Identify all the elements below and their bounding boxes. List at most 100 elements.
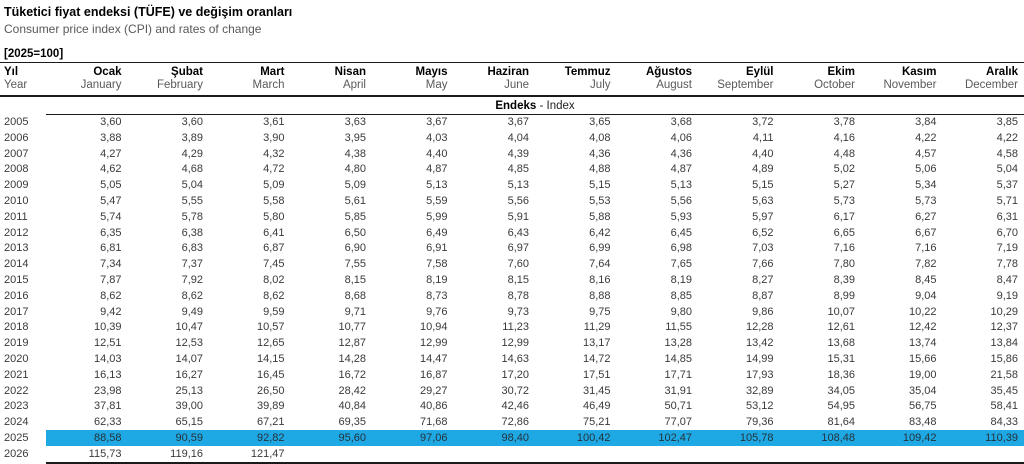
index-value-cell: 34,05: [780, 383, 862, 399]
index-value-cell: 4,85: [454, 162, 536, 178]
month-header-tr: Haziran: [454, 63, 536, 79]
index-value-cell: 3,72: [698, 114, 780, 130]
index-value-cell: 15,31: [780, 351, 862, 367]
index-value-cell: 8,15: [291, 272, 373, 288]
index-value-cell: 32,89: [698, 383, 780, 399]
index-value-cell: 110,39: [943, 430, 1024, 446]
index-value-cell: 121,47: [209, 446, 291, 463]
index-value-cell: 39,00: [128, 399, 210, 415]
index-value-cell: 4,22: [861, 130, 943, 146]
month-header-en: January: [46, 79, 128, 96]
index-value-cell: 92,82: [209, 430, 291, 446]
index-value-cell: 88,58: [46, 430, 128, 446]
index-value-cell: 14,28: [291, 351, 373, 367]
index-value-cell: 5,04: [128, 178, 210, 194]
index-value-cell: 9,42: [46, 304, 128, 320]
index-value-cell: 6,35: [46, 225, 128, 241]
month-header-en: May: [372, 79, 454, 96]
section-row-year-gap: [0, 96, 46, 114]
index-value-cell: 31,45: [535, 383, 617, 399]
index-value-cell: 6,98: [617, 241, 699, 257]
index-value-cell: 6,87: [209, 241, 291, 257]
index-value-cell: 7,60: [454, 257, 536, 273]
index-value-cell: 35,45: [943, 383, 1024, 399]
index-value-cell: 4,72: [209, 162, 291, 178]
index-value-cell: 12,51: [46, 336, 128, 352]
index-value-cell: 6,43: [454, 225, 536, 241]
base-year-note: [2025=100]: [0, 48, 1024, 63]
index-value-cell: 115,73: [46, 446, 128, 463]
index-value-cell: 7,03: [698, 241, 780, 257]
index-value-cell: 4,57: [861, 146, 943, 162]
year-cell: 2019: [0, 336, 46, 352]
index-value-cell: 14,99: [698, 351, 780, 367]
year-cell: 2005: [0, 114, 46, 130]
index-value-cell: 84,33: [943, 415, 1024, 431]
index-value-cell: 3,90: [209, 130, 291, 146]
index-value-cell: 6,65: [780, 225, 862, 241]
index-value-cell: 3,67: [454, 114, 536, 130]
index-value-cell: 4,29: [128, 146, 210, 162]
year-cell: 2012: [0, 225, 46, 241]
index-value-cell: 42,46: [454, 399, 536, 415]
index-value-cell: 54,95: [780, 399, 862, 415]
index-value-cell: 109,42: [861, 430, 943, 446]
index-value-cell: 5,58: [209, 193, 291, 209]
index-value-cell: 9,75: [535, 304, 617, 320]
index-value-cell: 12,99: [372, 336, 454, 352]
index-value-cell: 5,56: [617, 193, 699, 209]
month-header-tr: Temmuz: [535, 63, 617, 79]
index-value-cell: 12,61: [780, 320, 862, 336]
index-value-cell: 3,68: [617, 114, 699, 130]
index-value-cell: 4,87: [617, 162, 699, 178]
index-value-cell: 15,86: [943, 351, 1024, 367]
index-value-cell: 5,34: [861, 178, 943, 194]
index-value-cell: 11,23: [454, 320, 536, 336]
index-value-cell: 7,19: [943, 241, 1024, 257]
index-value-cell: 5,74: [46, 209, 128, 225]
index-value-cell: 11,29: [535, 320, 617, 336]
index-value-cell: 5,15: [698, 178, 780, 194]
index-value-cell: 8,27: [698, 272, 780, 288]
month-header-tr: Kasım: [861, 63, 943, 79]
index-value-cell: 12,65: [209, 336, 291, 352]
index-value-cell: 39,89: [209, 399, 291, 415]
index-value-cell: 75,21: [535, 415, 617, 431]
index-value-cell: [861, 446, 943, 463]
section-label: Endeks - Index: [46, 96, 1024, 114]
year-cell: 2006: [0, 130, 46, 146]
index-value-cell: 17,20: [454, 367, 536, 383]
index-value-cell: 12,28: [698, 320, 780, 336]
index-value-cell: 5,53: [535, 193, 617, 209]
index-value-cell: 6,52: [698, 225, 780, 241]
index-value-cell: 5,78: [128, 209, 210, 225]
index-value-cell: 5,05: [46, 178, 128, 194]
index-value-cell: 5,37: [943, 178, 1024, 194]
year-column-header-en: Year: [0, 79, 46, 96]
index-value-cell: 6,49: [372, 225, 454, 241]
index-value-cell: 4,06: [617, 130, 699, 146]
index-value-cell: 23,98: [46, 383, 128, 399]
index-value-cell: 31,91: [617, 383, 699, 399]
year-column-header-tr: Yıl: [0, 63, 46, 79]
index-value-cell: 10,57: [209, 320, 291, 336]
index-value-cell: 8,62: [209, 288, 291, 304]
year-cell: 2023: [0, 399, 46, 415]
index-value-cell: 77,07: [617, 415, 699, 431]
index-value-cell: 5,13: [617, 178, 699, 194]
index-value-cell: [698, 446, 780, 463]
month-header-tr: Nisan: [291, 63, 373, 79]
index-value-cell: 4,16: [780, 130, 862, 146]
index-value-cell: 5,80: [209, 209, 291, 225]
year-cell: 2015: [0, 272, 46, 288]
month-header-en: February: [128, 79, 210, 96]
